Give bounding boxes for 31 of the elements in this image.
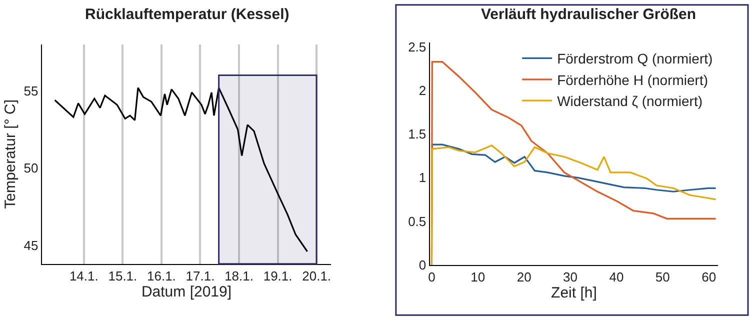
x-tick-label: 18.1. bbox=[224, 268, 254, 284]
y-tick-label: 45 bbox=[24, 238, 38, 253]
x-tick-label: 20 bbox=[516, 270, 532, 285]
y-tick-label: 1.5 bbox=[408, 126, 426, 142]
legend-label: Förderstrom Q (normiert) bbox=[557, 50, 713, 67]
x-tick-label: 16.1. bbox=[147, 268, 176, 284]
legend-label: Förderhöhe H (normiert) bbox=[557, 72, 708, 88]
chart-title: Rücklauftemperatur (Kessel) bbox=[85, 6, 290, 23]
y-tick-label: 2.5 bbox=[408, 40, 426, 55]
y-axis-title: Temperatur [° C] bbox=[2, 100, 19, 209]
y-tick-label: 55 bbox=[24, 83, 38, 98]
legend-label: Widerstand ζ (normiert) bbox=[557, 93, 703, 110]
x-tick-label: 30 bbox=[563, 270, 578, 285]
x-tick-label: 15.1. bbox=[108, 268, 138, 284]
x-axis-title: Zeit [h] bbox=[551, 284, 597, 302]
x-tick-label: 10 bbox=[470, 270, 486, 285]
chart-title: Verläuft hydraulischer Größen bbox=[481, 6, 696, 23]
x-tick-label: 17.1. bbox=[186, 268, 215, 284]
y-tick-label: 0.5 bbox=[408, 214, 426, 229]
x-tick-label: 20.1. bbox=[302, 268, 332, 284]
x-tick-label: 19.1. bbox=[263, 268, 292, 284]
y-tick-label: 2 bbox=[418, 83, 426, 98]
x-tick-label: 50 bbox=[655, 270, 670, 285]
line-series bbox=[54, 86, 308, 252]
x-axis-title: Datum [2019] bbox=[141, 284, 232, 301]
y-tick-label: 0 bbox=[418, 257, 426, 272]
x-tick-label: 60 bbox=[702, 270, 716, 285]
x-tick-label: 14.1. bbox=[69, 268, 98, 284]
y-tick-label: 1 bbox=[418, 170, 426, 186]
y-tick-label: 50 bbox=[24, 160, 38, 176]
x-tick-label: 40 bbox=[609, 270, 624, 285]
